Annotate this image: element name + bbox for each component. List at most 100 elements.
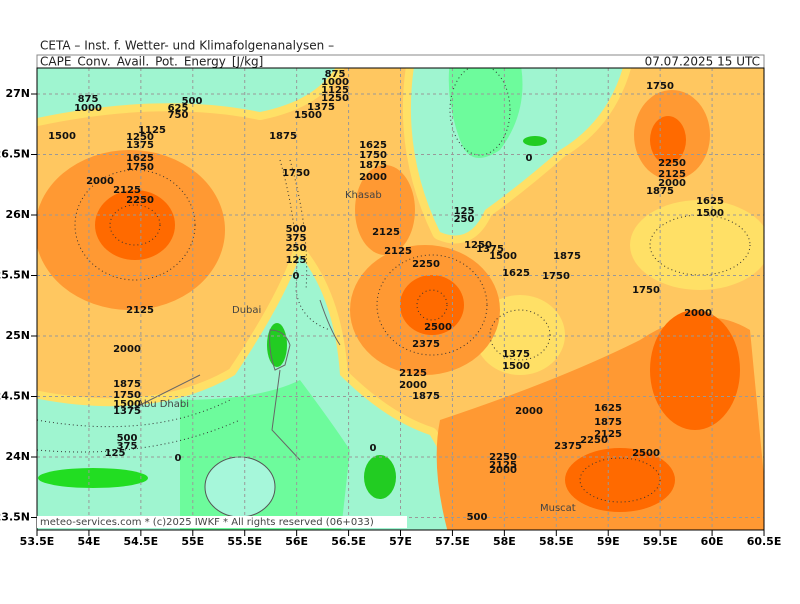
contour-label: 1500 (696, 208, 724, 219)
contour-label: 125 (286, 255, 307, 266)
lat-tick-label: 25N (5, 329, 30, 342)
contour-label: 500 (286, 224, 307, 235)
contour-label: 1000 (74, 103, 102, 114)
contour-label: 1875 (269, 131, 297, 142)
contour-label: 1125 (321, 85, 349, 96)
contour-label: 1875 (113, 379, 141, 390)
contour-label: 1625 (594, 403, 622, 414)
lon-tick-label: 60E (701, 535, 724, 548)
contour-label: 1750 (542, 271, 570, 282)
contour-label: 1500 (294, 110, 322, 121)
contour-label: 2250 (412, 259, 440, 270)
contour-label: 1875 (594, 417, 622, 428)
contour-label: 2125 (658, 169, 686, 180)
contour-label: 1875 (553, 251, 581, 262)
contour-label: 1875 (646, 186, 674, 197)
contour-label: 2250 (489, 452, 517, 463)
contour-label: 1250 (321, 93, 349, 104)
contour-label: 625 (168, 103, 189, 114)
contour-label: 875 (78, 94, 99, 105)
lat-tick-label: 27N (5, 87, 30, 100)
contour-label: 2125 (384, 246, 412, 257)
footer: meteo-services.com * (c)2025 IWKF * All … (40, 517, 374, 528)
contour-label: 375 (286, 233, 307, 244)
orange-area (355, 165, 415, 255)
lon-tick-label: 54.5E (124, 535, 159, 548)
place-label: Khasab (345, 190, 382, 201)
lat-tick-label: 25.5N (0, 269, 30, 282)
footer-box (37, 516, 407, 528)
field-name: CAPE_Conv._Avail._Pot._Energy_[J/kg] (40, 55, 263, 69)
contour-label: 1375 (307, 102, 335, 113)
contour-label: 375 (117, 441, 138, 452)
lon-tick-label: 54E (78, 535, 101, 548)
contour-label: 125 (105, 448, 126, 459)
contour-label: 2125 (372, 227, 400, 238)
contour-label: 0 (526, 153, 533, 164)
contour-label: 1375 (502, 349, 530, 360)
contour-label: 2000 (86, 176, 114, 187)
lon-tick-label: 60.5E (747, 535, 782, 548)
contour-label: 2125 (126, 305, 154, 316)
contour-label: 1375 (476, 244, 504, 255)
contour-label: 2500 (632, 448, 660, 459)
place-label: Abu Dhabi (137, 399, 189, 410)
contour-label: 2500 (424, 322, 452, 333)
contour-label: 2000 (399, 380, 427, 391)
contour-label: 2125 (113, 185, 141, 196)
contour-label: 1750 (646, 81, 674, 92)
zero-area (523, 136, 547, 146)
land-outline (204, 456, 276, 518)
valid-time: 07.07.2025 15 UTC (645, 55, 760, 69)
high-cape-core (95, 190, 175, 260)
contour-label: 2250 (658, 158, 686, 169)
graticule (31, 68, 765, 536)
contour-label: 1000 (321, 77, 349, 88)
contour-label: 1875 (412, 391, 440, 402)
high-cape-core (400, 275, 464, 335)
contour-label: 1250 (464, 240, 492, 251)
lat-tick-label: 24N (5, 450, 30, 463)
contour-label: 1750 (282, 168, 310, 179)
contour-label: 2000 (489, 465, 517, 476)
contour-lines (37, 68, 751, 503)
contour-label: 1750 (126, 162, 154, 173)
contour-label: 2250 (580, 435, 608, 446)
contour-label: 1875 (359, 160, 387, 171)
contour-label: 1750 (359, 150, 387, 161)
header-title: CETA – Inst. f. Wetter- und Klimafolgena… (40, 39, 334, 53)
contour-label: 0 (370, 443, 377, 454)
yellow-area (630, 200, 764, 290)
contour-label: 2125 (489, 460, 517, 471)
lon-tick-label: 59E (597, 535, 620, 548)
contour-label: 1750 (632, 285, 660, 296)
contour-label: 1250 (126, 132, 154, 143)
contour-label: 2125 (594, 429, 622, 440)
low-cape-area (37, 68, 345, 126)
contour-label: 2000 (515, 406, 543, 417)
lat-tick-label: 23.5N (0, 511, 30, 524)
place-label: Muscat (540, 503, 576, 514)
lon-tick-label: 55E (181, 535, 204, 548)
contour-label: 0 (175, 453, 182, 464)
contour-label: 125 (454, 206, 475, 217)
place-label: Dubai (232, 305, 261, 316)
lon-tick-label: 58.5E (539, 535, 574, 548)
lon-tick-label: 53.5E (20, 535, 55, 548)
contour-label: 1375 (113, 406, 141, 417)
contour-label: 1750 (113, 390, 141, 401)
lon-tick-label: 59.5E (643, 535, 678, 548)
lat-tick-label: 24.5N (0, 390, 30, 403)
contour-label: 250 (286, 243, 307, 254)
contour-label: 500 (467, 512, 488, 523)
contour-label: 1375 (126, 140, 154, 151)
lat-tick-label: 26.5N (0, 148, 30, 161)
contour-label: 500 (182, 96, 203, 107)
lat-tick-label: 26N (5, 208, 30, 221)
high-cape-core (650, 310, 740, 430)
contour-label: 750 (168, 110, 189, 121)
contour-label: 1500 (113, 399, 141, 410)
contour-label: 1625 (126, 153, 154, 164)
contour-label: 875 (325, 69, 346, 80)
